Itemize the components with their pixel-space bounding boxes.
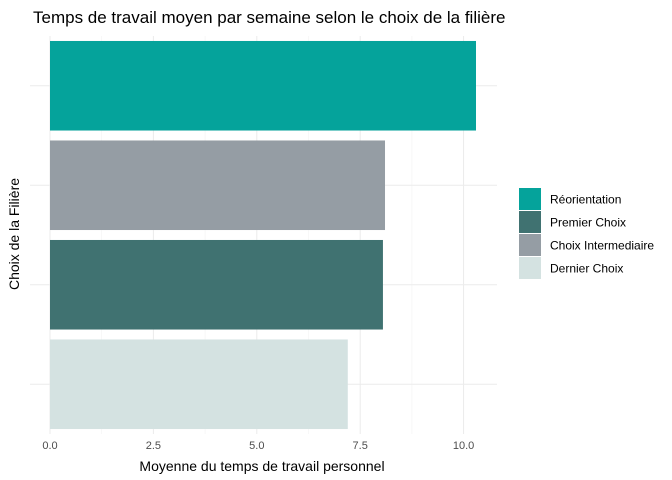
x-tick-label: 7.5	[353, 440, 368, 452]
x-axis-title: Moyenne du temps de travail personnel	[139, 458, 384, 474]
legend-key	[519, 211, 541, 233]
x-axis-ticks: 0.0 2.5 5.0 7.5 10.0	[42, 440, 474, 452]
x-tick-label: 10.0	[453, 440, 474, 452]
bar-dernier-choix	[50, 339, 348, 430]
bars	[50, 40, 476, 430]
bar-r-orientation	[50, 40, 476, 131]
x-tick-label: 2.5	[146, 440, 161, 452]
x-tick-label: 5.0	[249, 440, 264, 452]
legend-label: Premier Choix	[550, 216, 626, 230]
legend-key	[519, 188, 541, 210]
legend-label: Réorientation	[550, 193, 621, 207]
bar-choix-intermediaire	[50, 140, 386, 231]
legend-key	[519, 257, 541, 279]
chart-title: Temps de travail moyen par semaine selon…	[33, 8, 505, 27]
legend-label: Dernier Choix	[550, 262, 623, 276]
legend-key	[519, 234, 541, 256]
bar-premier-choix	[50, 239, 383, 330]
y-axis-title: Choix de la Filière	[6, 178, 22, 290]
x-tick-label: 0.0	[42, 440, 57, 452]
legend: Réorientation Premier Choix Choix Intermed…	[519, 188, 654, 279]
legend-label: Choix Intermediaire	[550, 239, 654, 253]
